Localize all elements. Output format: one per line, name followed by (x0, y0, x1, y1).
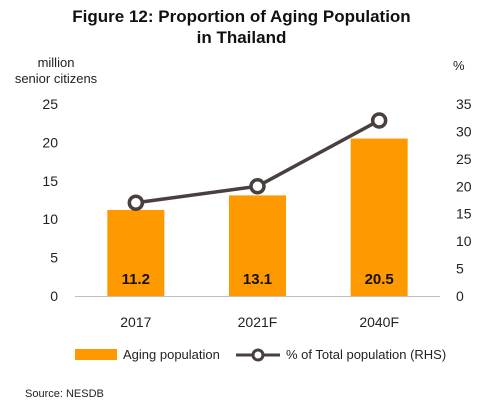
left-tick-label: 15 (42, 173, 58, 189)
right-axis-unit-label: % (453, 58, 465, 73)
left-tick-label: 0 (50, 288, 58, 304)
left-axis-unit-line-1: million (37, 55, 75, 70)
legend-bar-swatch (75, 349, 117, 360)
source-note: Source: NESDB (25, 388, 104, 400)
left-tick-label: 20 (42, 134, 58, 150)
bar-data-label: 20.5 (365, 271, 394, 288)
bar-2040f (350, 138, 408, 296)
bar-2017 (107, 209, 165, 296)
chart-title: Figure 12: Proportion of Aging Populatio… (0, 6, 483, 48)
legend-label-aging-population: Aging population (123, 347, 220, 362)
legend-item-percent-total: % of Total population (RHS) (236, 347, 446, 362)
line-point-2017 (127, 194, 145, 211)
left-tick-label: 5 (50, 250, 58, 266)
legend-item-aging-population: Aging population (75, 347, 220, 362)
right-tick-label: 35 (456, 96, 472, 112)
bar-2021f (229, 195, 286, 296)
legend-label-percent-total: % of Total population (RHS) (286, 347, 447, 362)
bar-data-label: 11.2 (122, 271, 150, 288)
bar-data-label: 13.1 (243, 271, 272, 288)
left-tick-label: 10 (42, 211, 58, 227)
left-tick-label: 25 (42, 96, 58, 112)
x-tick-label: 2040F (359, 314, 399, 330)
right-tick-label: 10 (456, 233, 472, 249)
right-tick-label: 5 (456, 261, 464, 277)
line-point-2021f (249, 178, 266, 195)
left-axis-unit-line-2: senior citizens (14, 71, 98, 86)
chart-title-line-2: in Thailand (196, 28, 287, 47)
left-axis-unit-label: million senior citizens (8, 55, 104, 87)
line-point-2040f (370, 112, 388, 129)
right-tick-label: 15 (456, 206, 472, 222)
legend-line-swatch (236, 348, 280, 361)
right-tick-label: 0 (456, 288, 464, 304)
right-tick-label: 30 (456, 123, 472, 139)
right-tick-label: 25 (456, 151, 472, 167)
chart-title-line-1: Figure 12: Proportion of Aging Populatio… (72, 7, 411, 26)
x-tick-label: 2017 (120, 314, 151, 330)
right-tick-label: 20 (456, 178, 472, 194)
x-tick-label: 2021F (238, 314, 278, 330)
